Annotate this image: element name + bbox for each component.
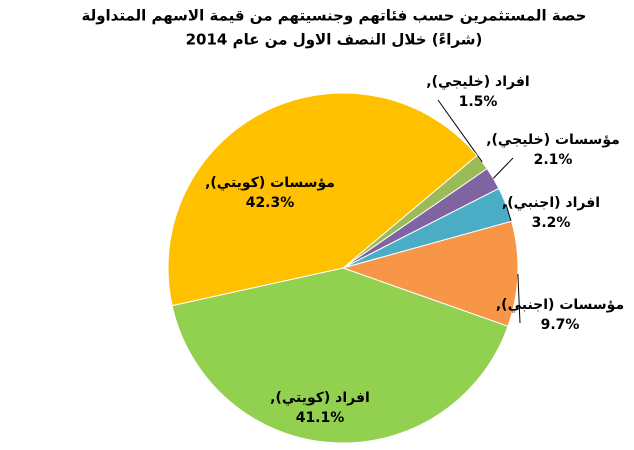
slice-label: مؤسسات (كويتي), xyxy=(205,175,335,191)
leader-line xyxy=(505,204,512,222)
slice-label: مؤسسات (اجنبي), xyxy=(496,297,624,313)
leader-line xyxy=(517,274,521,324)
leader-line xyxy=(492,157,514,179)
value-label: 42.3% xyxy=(246,195,295,211)
leader-line xyxy=(437,99,483,163)
pie-slice xyxy=(341,220,519,327)
value-label: 2.1% xyxy=(534,152,573,168)
chart-title: حصة المستثمرين حسب فئاتهم وجنسيتهم من قي… xyxy=(81,7,586,25)
chart-title: (شراءً) خلال النصف الاول من عام 2014 xyxy=(186,31,483,49)
slice-label: افراد (خليجي), xyxy=(426,74,529,90)
value-label: 1.5% xyxy=(459,94,498,110)
value-label: 9.7% xyxy=(541,317,580,333)
slice-label: افراد (اجنبي), xyxy=(502,195,600,211)
value-label: 3.2% xyxy=(532,215,571,231)
pie-slice xyxy=(167,92,478,307)
slice-label: افراد (كويتي), xyxy=(270,390,370,406)
slice-label: مؤسسات (خليجي), xyxy=(486,132,620,148)
value-label: 41.1% xyxy=(296,410,345,426)
pie-slice xyxy=(171,267,509,444)
